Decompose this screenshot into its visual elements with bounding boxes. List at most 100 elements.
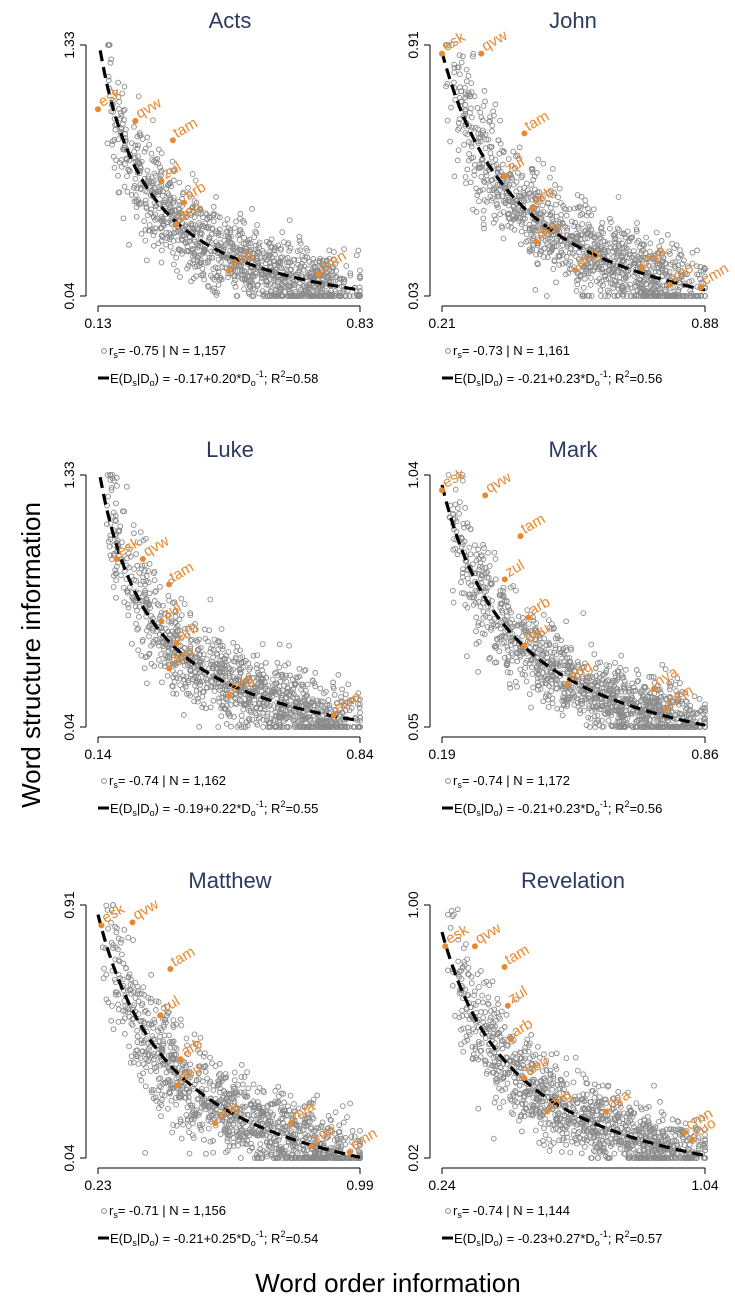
data-point [130, 937, 136, 943]
data-point [122, 131, 129, 138]
data-point [549, 700, 556, 707]
data-point [478, 173, 485, 180]
data-point [142, 237, 149, 244]
data-point [150, 117, 156, 124]
data-point [304, 681, 311, 688]
data-point [134, 133, 141, 140]
data-point [211, 285, 217, 292]
data-point [473, 614, 480, 621]
highlight-point [521, 642, 528, 649]
data-point [451, 79, 457, 86]
data-point [618, 652, 625, 659]
data-point [159, 216, 166, 222]
data-point [181, 601, 188, 607]
language-label: esk [114, 534, 143, 561]
data-point [126, 241, 132, 248]
data-point [118, 126, 125, 132]
data-point [113, 500, 119, 507]
data-point [180, 224, 186, 231]
data-point [296, 237, 303, 244]
data-point [227, 247, 234, 254]
data-point [132, 154, 139, 161]
data-point [325, 275, 331, 281]
data-point [597, 287, 604, 294]
data-point [461, 141, 467, 148]
data-point [149, 226, 156, 233]
data-point [110, 1026, 117, 1033]
data-point [241, 286, 247, 292]
language-label: tam [167, 559, 197, 586]
correlation-text: rs= -0.74 | N = 1,172 [453, 773, 570, 790]
data-point [492, 556, 499, 562]
data-point [246, 290, 252, 297]
data-point [697, 264, 704, 270]
data-point [104, 140, 111, 147]
data-point [689, 249, 696, 256]
data-point [480, 207, 487, 214]
data-point [115, 136, 122, 142]
highlight-point [181, 199, 188, 206]
legend-point-icon [101, 778, 107, 784]
data-point [309, 274, 316, 281]
fit-legend: E(Ds|Do) = -0.17+0.20*Do-1; R2=0.58 [98, 369, 318, 388]
x-axis-title: Word order information [255, 1268, 520, 1298]
correlation-text: rs= -0.73 | N = 1,161 [453, 343, 570, 360]
data-point [322, 270, 329, 276]
data-point [121, 83, 128, 90]
data-point [108, 56, 115, 63]
data-point [240, 250, 247, 257]
data-point [263, 271, 270, 278]
data-point [201, 246, 208, 253]
data-point [294, 248, 301, 254]
x-tick-label: 0.88 [691, 315, 718, 331]
data-point [224, 216, 231, 222]
y-tick-label: 0.91 [61, 891, 77, 918]
data-point [548, 688, 555, 694]
data-point [159, 247, 165, 254]
data-point [205, 1125, 212, 1132]
data-point [563, 212, 570, 219]
panel-title: Mark [549, 437, 599, 462]
data-point [532, 287, 539, 293]
language-label: cmn [699, 260, 732, 289]
data-point [231, 273, 237, 279]
data-point [125, 166, 132, 173]
data-point [159, 679, 165, 686]
data-point [208, 231, 215, 238]
data-point [633, 228, 640, 235]
data-point [326, 247, 333, 254]
data-point [190, 225, 196, 232]
highlight-point [529, 204, 536, 211]
data-point [126, 168, 133, 174]
data-point [296, 267, 303, 274]
data-point [254, 222, 260, 228]
language-label: tam [170, 115, 200, 142]
data-point [459, 53, 466, 60]
data-point [526, 246, 533, 253]
data-point [540, 160, 547, 167]
panel-title: John [549, 8, 597, 33]
data-point [134, 145, 141, 152]
data-point [517, 666, 524, 673]
data-point [276, 664, 283, 671]
language-label: qvw [483, 469, 515, 497]
data-point [275, 260, 281, 266]
data-point [491, 212, 498, 219]
data-point [227, 227, 234, 233]
data-point [337, 290, 343, 296]
data-point [113, 577, 120, 584]
data-point [341, 276, 348, 283]
data-point [251, 234, 258, 240]
data-point [623, 667, 629, 673]
data-point [324, 265, 331, 271]
data-point [192, 177, 199, 184]
data-point [137, 164, 144, 170]
data-point [165, 181, 172, 188]
data-point [310, 287, 316, 294]
data-point [310, 264, 317, 270]
data-point [451, 173, 458, 180]
data-point [146, 561, 153, 567]
